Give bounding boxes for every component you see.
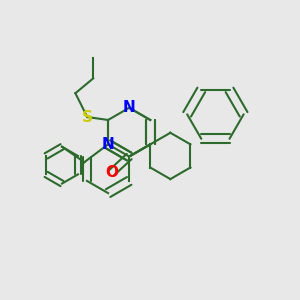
Text: O: O bbox=[105, 165, 118, 180]
Text: N: N bbox=[123, 100, 136, 115]
Text: N: N bbox=[102, 137, 115, 152]
Text: S: S bbox=[82, 110, 93, 124]
